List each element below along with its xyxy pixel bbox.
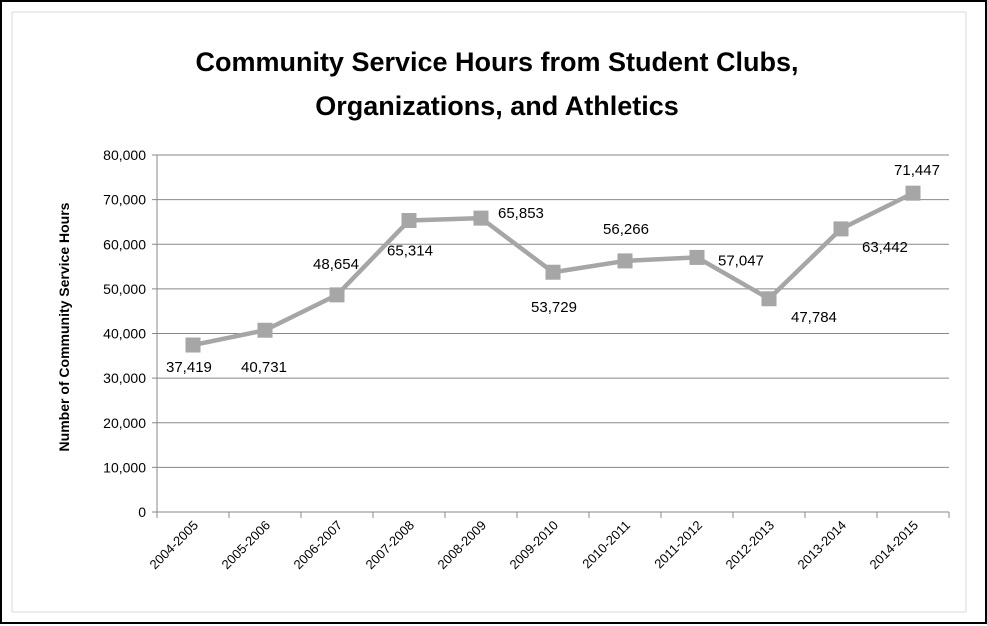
data-point-marker <box>545 264 561 280</box>
y-tick-label: 60,000 <box>103 236 146 252</box>
x-tick-label: 2007-2008 <box>363 518 418 573</box>
y-tick-label: 80,000 <box>103 147 146 163</box>
x-tick-label: 2011-2012 <box>651 518 705 572</box>
x-tick-label: 2014-2015 <box>867 518 922 573</box>
y-tick-label: 30,000 <box>103 370 146 386</box>
y-tick-label: 0 <box>138 504 146 520</box>
series-markers <box>185 185 921 353</box>
y-tick-label: 70,000 <box>103 192 146 208</box>
data-point-marker <box>617 253 633 269</box>
data-label: 71,447 <box>894 162 940 179</box>
y-tick-label: 40,000 <box>103 326 146 342</box>
chart-title-line-1: Community Service Hours from Student Clu… <box>195 47 798 77</box>
data-point-marker <box>185 337 201 353</box>
data-label: 48,654 <box>313 256 359 273</box>
y-tick-labels: 0 10,000 20,000 30,000 40,000 50,000 60,000 70,… <box>103 147 146 520</box>
data-point-marker <box>257 322 273 338</box>
data-label: 53,729 <box>531 299 577 316</box>
y-axis-title: Number of Community Service Hours <box>56 202 72 451</box>
data-label: 65,314 <box>387 243 433 260</box>
x-tick-label: 2013-2014 <box>795 518 850 573</box>
x-tick-label: 2010-2011 <box>579 518 633 572</box>
x-tick-label: 2012-2013 <box>723 518 778 573</box>
chart-title-line-2: Organizations, and Athletics <box>315 91 679 121</box>
data-point-marker <box>329 287 345 303</box>
y-tick-label: 10,000 <box>103 459 146 475</box>
x-tick-label: 2008-2009 <box>435 518 490 573</box>
data-point-marker <box>905 185 921 201</box>
data-point-marker <box>401 213 417 229</box>
data-label: 65,853 <box>498 205 544 222</box>
data-label: 63,442 <box>862 239 908 256</box>
plot-area-border <box>11 11 967 613</box>
data-point-marker <box>689 249 705 265</box>
x-tick-label: 2004-2005 <box>147 518 202 573</box>
y-tick-label: 50,000 <box>103 281 146 297</box>
data-point-marker <box>833 221 849 237</box>
data-label: 37,419 <box>166 359 212 376</box>
gridlines <box>157 154 949 468</box>
data-label: 56,266 <box>603 221 649 238</box>
data-point-marker <box>761 291 777 307</box>
axes <box>152 154 950 518</box>
data-label: 57,047 <box>718 252 764 269</box>
x-tick-label: 2005-2006 <box>219 518 274 573</box>
data-point-marker <box>473 210 489 226</box>
x-tick-label: 2009-2010 <box>507 518 562 573</box>
data-label: 40,731 <box>241 359 287 376</box>
data-label: 47,784 <box>791 309 837 326</box>
y-tick-label: 20,000 <box>103 415 146 431</box>
data-labels: 37,419 40,731 48,654 65,314 65,853 53,729 56,2… <box>166 162 940 376</box>
x-tick-labels: 2004-2005 2005-2006 2006-2007 2007-2008 2008… <box>147 518 922 573</box>
x-tick-label: 2006-2007 <box>291 518 346 573</box>
